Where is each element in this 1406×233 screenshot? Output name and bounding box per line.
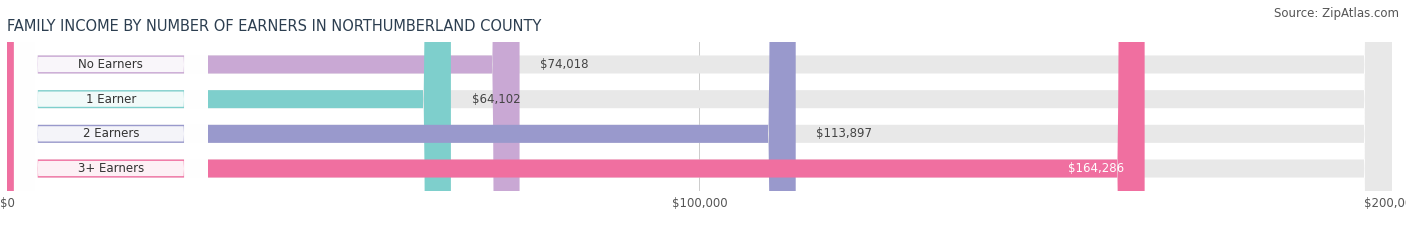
Text: Source: ZipAtlas.com: Source: ZipAtlas.com [1274, 7, 1399, 20]
FancyBboxPatch shape [14, 0, 208, 233]
FancyBboxPatch shape [7, 0, 796, 233]
FancyBboxPatch shape [7, 0, 1392, 233]
Text: FAMILY INCOME BY NUMBER OF EARNERS IN NORTHUMBERLAND COUNTY: FAMILY INCOME BY NUMBER OF EARNERS IN NO… [7, 19, 541, 34]
FancyBboxPatch shape [7, 0, 1392, 233]
FancyBboxPatch shape [7, 0, 1392, 233]
FancyBboxPatch shape [14, 0, 208, 233]
Text: $164,286: $164,286 [1067, 162, 1123, 175]
Text: 2 Earners: 2 Earners [83, 127, 139, 140]
FancyBboxPatch shape [7, 0, 1144, 233]
FancyBboxPatch shape [7, 0, 451, 233]
FancyBboxPatch shape [14, 0, 208, 233]
FancyBboxPatch shape [14, 0, 208, 233]
Text: 3+ Earners: 3+ Earners [77, 162, 143, 175]
FancyBboxPatch shape [7, 0, 520, 233]
Text: 1 Earner: 1 Earner [86, 93, 136, 106]
Text: $64,102: $64,102 [471, 93, 520, 106]
Text: $74,018: $74,018 [540, 58, 589, 71]
FancyBboxPatch shape [7, 0, 1392, 233]
Text: $113,897: $113,897 [817, 127, 873, 140]
Text: No Earners: No Earners [79, 58, 143, 71]
